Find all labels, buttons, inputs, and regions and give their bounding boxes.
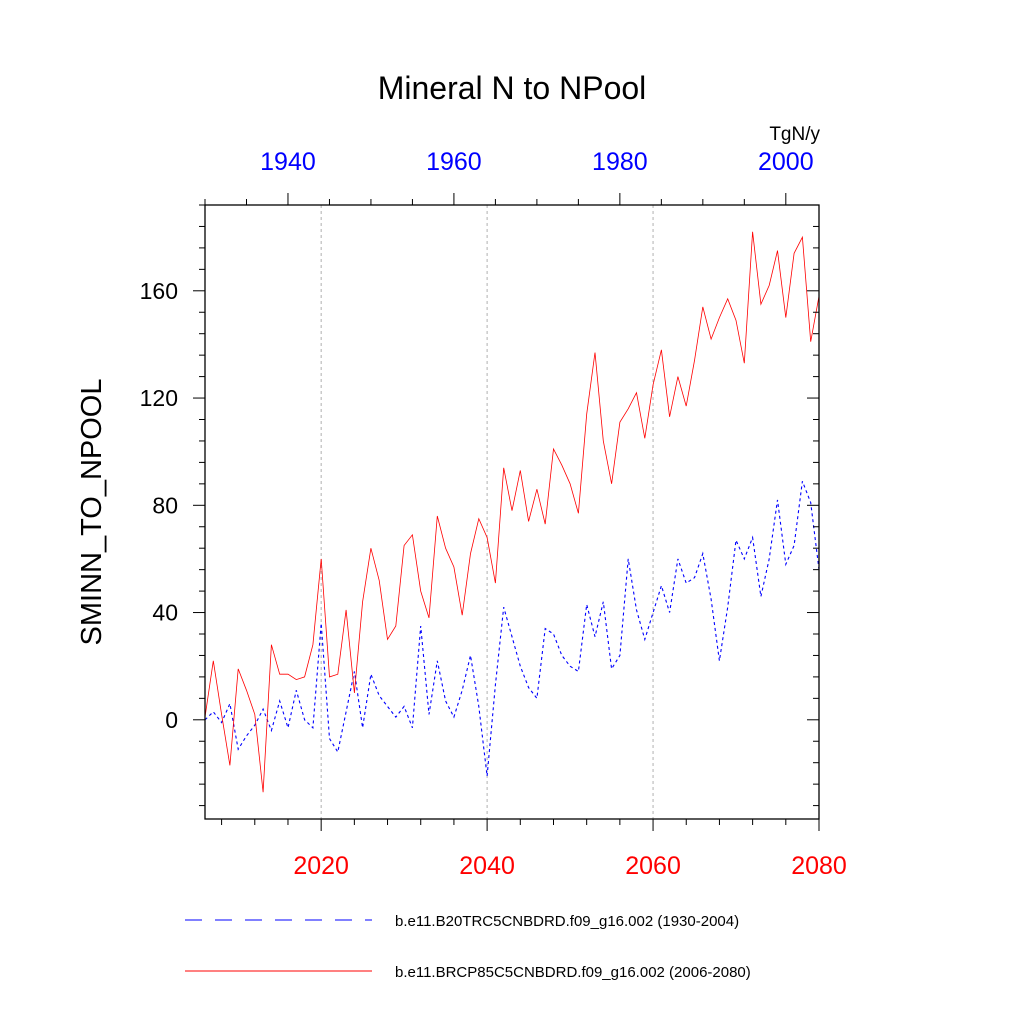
legend-label-historical: b.e11.B20TRC5CNBDRD.f09_g16.002 (1930-20… xyxy=(395,913,739,930)
y-tick-label: 0 xyxy=(165,707,178,733)
x-top-tick-label: 1960 xyxy=(426,148,482,176)
plot-frame xyxy=(204,204,820,820)
x-bottom-tick-label: 2080 xyxy=(791,852,847,880)
x-bottom-tick-label: 2060 xyxy=(625,852,681,880)
chart-title: Mineral N to NPool xyxy=(378,70,647,106)
legend-label-rcp85: b.e11.BRCP85C5CNBDRD.f09_g16.002 (2006-2… xyxy=(395,964,751,981)
y-axis-label: SMINN_TO_NPOOL xyxy=(76,379,108,646)
y-tick-label: 160 xyxy=(140,278,178,304)
tick-labels: 0 40 80 120 160 2020 2040 2060 2080 1940 1960 1980 2… xyxy=(140,148,847,880)
series-layer xyxy=(204,231,820,793)
gridlines xyxy=(320,205,654,819)
legend: b.e11.B20TRC5CNBDRD.f09_g16.002 (1930-20… xyxy=(185,913,751,981)
series-line-1 xyxy=(204,231,820,793)
x-top-tick-label: 1980 xyxy=(592,148,648,176)
x-bottom-tick-label: 2040 xyxy=(459,852,515,880)
x-top-tick-label: 1940 xyxy=(260,148,316,176)
x-bottom-tick-label: 2020 xyxy=(293,852,349,880)
axis-ticks xyxy=(193,193,820,831)
series-line-0 xyxy=(204,481,820,777)
y-tick-label: 120 xyxy=(140,385,178,411)
y-tick-label: 80 xyxy=(152,492,178,518)
units-label: TgN/y xyxy=(769,124,820,145)
x-top-tick-label: 2000 xyxy=(758,148,814,176)
y-tick-label: 40 xyxy=(152,600,178,626)
